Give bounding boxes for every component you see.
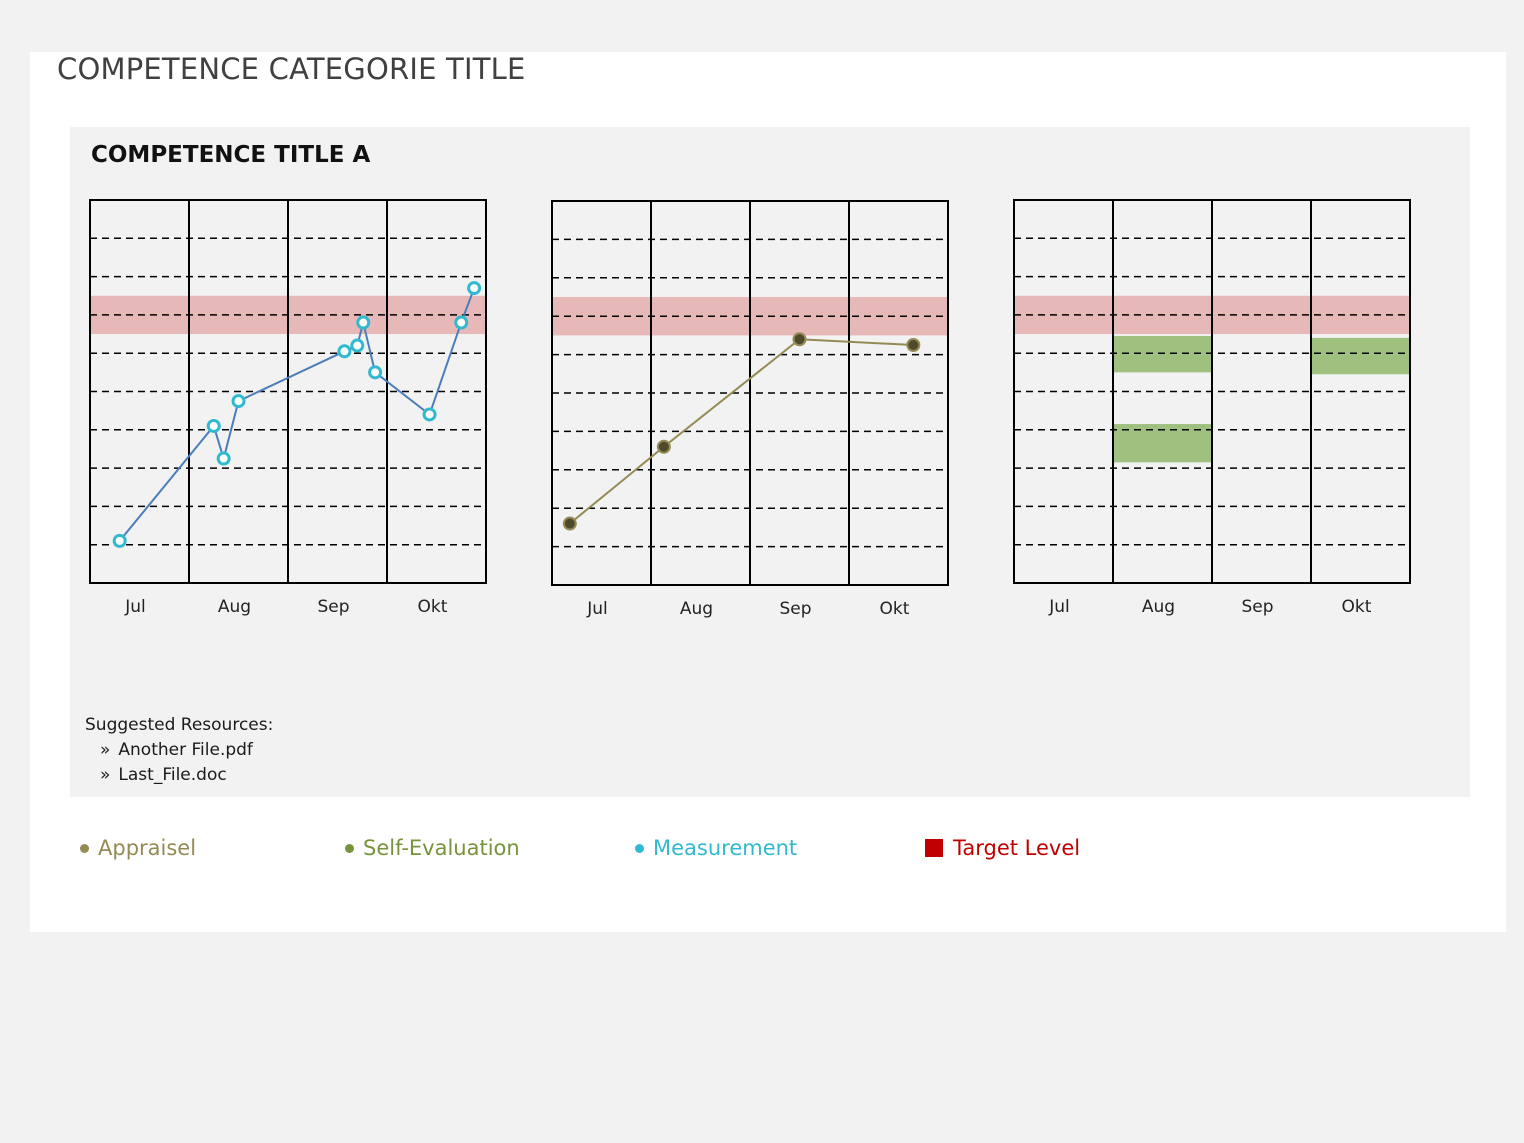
legend-item-self-evaluation: Self-Evaluation <box>345 836 520 860</box>
measurement-point <box>337 344 352 359</box>
measurement-point <box>422 407 437 422</box>
resources-heading: Suggested Resources: <box>85 715 274 735</box>
x-tick-label: Sep <box>779 599 811 619</box>
competence-title: COMPETENCE TITLE A <box>91 142 371 168</box>
measurement-point <box>368 365 383 380</box>
bullet-glyph: » <box>100 740 111 760</box>
measurement-point <box>454 315 469 330</box>
self-evaluation-block <box>1311 337 1410 375</box>
x-tick-label: Sep <box>1241 597 1273 617</box>
appraisal-dot-icon <box>80 843 89 853</box>
resource-file-name: Last_File.doc <box>118 765 227 785</box>
appraisal-point <box>562 516 577 531</box>
legend-item-target-level: Target Level <box>925 836 1080 860</box>
measurement-point <box>112 533 127 548</box>
x-tick-label: Sep <box>317 597 349 617</box>
resource-link[interactable]: » Another File.pdf <box>85 738 273 763</box>
resource-link[interactable]: » Last_File.doc <box>85 763 273 788</box>
x-tick-label: Okt <box>418 597 448 617</box>
x-tick-label: Okt <box>880 599 910 619</box>
measurement-point <box>467 281 482 296</box>
appraisal-chart: Jul Aug Sep Okt <box>551 200 949 619</box>
legend-item-measurement: Measurement <box>635 836 797 860</box>
measurement-point <box>216 451 231 466</box>
appraisal-point <box>792 332 807 347</box>
appraisal-point <box>656 439 671 454</box>
chart-frame <box>551 200 949 586</box>
appraisal-line <box>569 338 914 525</box>
chart-frame <box>89 199 487 584</box>
self-evaluation-dot-icon <box>345 843 354 853</box>
legend-label: Target Level <box>953 836 1081 860</box>
chart-frame <box>1013 199 1411 584</box>
measurement-point <box>350 338 365 353</box>
legend-label: Measurement <box>653 836 798 860</box>
legend-item-appraisal: Appraisel <box>80 836 196 860</box>
measurement-point <box>356 315 371 330</box>
x-tick-label: Okt <box>1342 597 1372 617</box>
appraisal-point <box>906 338 921 352</box>
category-title: COMPETENCE CATEGORIE TITLE <box>57 52 526 86</box>
legend-label: Appraisel <box>98 836 197 860</box>
x-tick-label: Jul <box>1048 597 1070 617</box>
measurement-dot-icon <box>635 843 644 853</box>
measurement-point <box>206 418 221 433</box>
x-tick-label: Jul <box>586 599 608 619</box>
target-level-square-icon <box>925 839 943 857</box>
self-evaluation-block <box>1113 335 1212 373</box>
x-tick-label: Aug <box>1142 597 1175 617</box>
measurement-chart: Jul Aug Sep Okt <box>89 199 487 617</box>
suggested-resources: Suggested Resources: » Another File.pdf »… <box>85 713 273 788</box>
bullet-glyph: » <box>100 765 111 785</box>
x-tick-label: Aug <box>680 599 713 619</box>
resource-file-name: Another File.pdf <box>118 740 253 760</box>
x-tick-label: Jul <box>124 597 146 617</box>
legend-label: Self-Evaluation <box>363 836 520 860</box>
measurement-point <box>231 394 246 409</box>
self-evaluation-chart: Jul Aug Sep Okt <box>1013 199 1411 617</box>
x-tick-label: Aug <box>218 597 251 617</box>
